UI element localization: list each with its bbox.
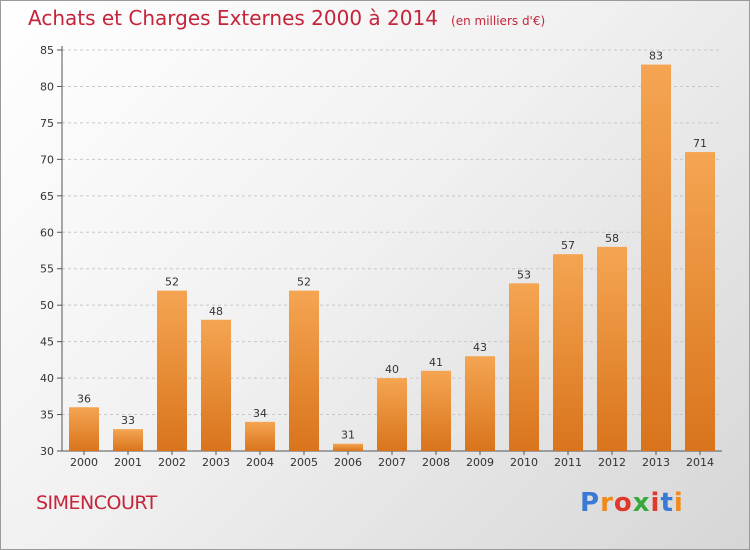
bar — [685, 152, 715, 451]
bar — [553, 254, 583, 451]
commune-name: SIMENCOURT — [36, 492, 157, 514]
bar — [201, 319, 231, 451]
proxiti-logo: Proxiti — [580, 488, 684, 518]
y-tick-label: 35 — [40, 409, 54, 422]
data-label: 40 — [385, 363, 399, 376]
x-tick-label: 2009 — [466, 456, 494, 469]
y-tick-label: 60 — [40, 226, 54, 239]
data-label: 31 — [341, 429, 355, 442]
data-label: 43 — [473, 341, 487, 354]
data-label: 53 — [517, 268, 531, 281]
logo-letter: x — [632, 488, 651, 518]
bars — [69, 64, 715, 451]
bar — [113, 429, 143, 451]
x-tick-label: 2012 — [598, 456, 626, 469]
y-tick-label: 70 — [40, 153, 54, 166]
x-tick-label: 2005 — [290, 456, 318, 469]
y-tick-label: 40 — [40, 372, 54, 385]
logo-letter: r — [600, 488, 614, 518]
bar — [377, 378, 407, 451]
data-label: 71 — [693, 137, 707, 150]
x-tick-label: 2013 — [642, 456, 670, 469]
labels: 30 35 40 45 50 55 60 65 70 75 80 85 2000 36 2001 33 2002… — [40, 44, 714, 469]
data-label: 36 — [77, 392, 91, 405]
logo-letter: o — [613, 488, 633, 518]
data-label: 41 — [429, 356, 443, 369]
x-tick-label: 2000 — [70, 456, 98, 469]
bar — [509, 283, 539, 451]
x-tick-label: 2014 — [686, 456, 714, 469]
data-label: 34 — [253, 407, 267, 420]
bar — [597, 246, 627, 451]
logo-letter: t — [660, 488, 674, 518]
x-tick-label: 2007 — [378, 456, 406, 469]
y-tick-label: 30 — [40, 445, 54, 458]
chart-title-text: Achats et Charges Externes 2000 à 2014 — [28, 6, 438, 30]
y-tick-label: 80 — [40, 80, 54, 93]
y-tick-label: 85 — [40, 44, 54, 57]
logo-letter: P — [580, 488, 601, 518]
y-tick-label: 65 — [40, 190, 54, 203]
data-label: 33 — [121, 414, 135, 427]
y-tick-label: 55 — [40, 263, 54, 276]
logo-letter: i — [673, 488, 684, 518]
x-tick-label: 2010 — [510, 456, 538, 469]
data-label: 52 — [165, 276, 179, 289]
y-tick-label: 50 — [40, 299, 54, 312]
bar — [421, 370, 451, 451]
data-label: 48 — [209, 305, 223, 318]
bar — [245, 421, 275, 451]
bar — [641, 64, 671, 451]
bar — [333, 443, 363, 451]
data-label: 52 — [297, 276, 311, 289]
data-label: 57 — [561, 239, 575, 252]
x-tick-label: 2001 — [114, 456, 142, 469]
x-tick-label: 2011 — [554, 456, 582, 469]
bar — [465, 356, 495, 451]
bar — [157, 290, 187, 451]
chart-title: Achats et Charges Externes 2000 à 2014 (… — [28, 6, 545, 30]
chart-unit: (en milliers d'€) — [451, 14, 546, 28]
data-label: 58 — [605, 232, 619, 245]
data-label: 83 — [649, 50, 663, 63]
x-tick-label: 2006 — [334, 456, 362, 469]
logo-letter: i — [650, 488, 661, 518]
bar — [289, 290, 319, 451]
x-tick-label: 2008 — [422, 456, 450, 469]
y-tick-label: 45 — [40, 336, 54, 349]
x-tick-label: 2002 — [158, 456, 186, 469]
x-tick-label: 2004 — [246, 456, 274, 469]
bar — [69, 407, 99, 451]
y-tick-label: 75 — [40, 117, 54, 130]
x-tick-label: 2003 — [202, 456, 230, 469]
